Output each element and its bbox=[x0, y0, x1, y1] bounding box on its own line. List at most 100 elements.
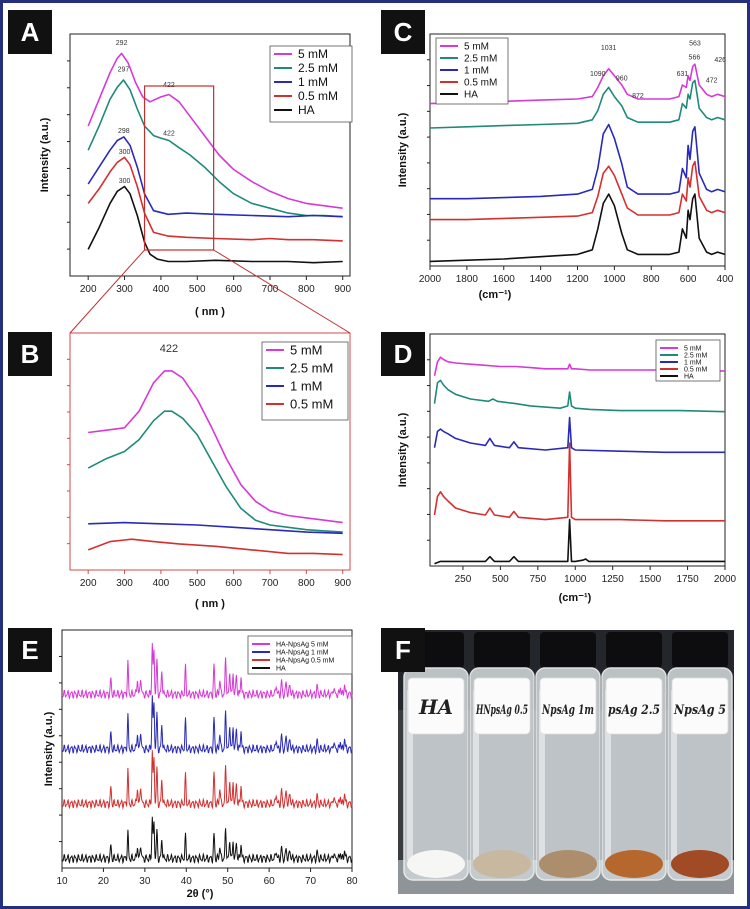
legend-label-c: 5 mM bbox=[464, 42, 489, 53]
series-line-a-1-mm bbox=[87, 136, 343, 218]
legend-label-a: HA bbox=[298, 103, 315, 117]
legend-label-d: HA bbox=[684, 373, 694, 380]
x-tick-label-a: 500 bbox=[189, 284, 206, 295]
series-line-b-5-mm bbox=[88, 370, 343, 524]
x-tick-label-b: 600 bbox=[225, 578, 242, 589]
x-tick-label-c: 1400 bbox=[530, 274, 553, 285]
x-tick-label-b: 900 bbox=[334, 578, 351, 589]
y-axis-title-d: Intensity (a.u.) bbox=[397, 412, 409, 487]
series-line-c-ha bbox=[429, 193, 726, 263]
vial-powder bbox=[539, 850, 597, 878]
x-axis-title-b: ( nm ) bbox=[195, 598, 225, 610]
legend-label-e: HA-NpsAg 0.5 mM bbox=[276, 657, 335, 664]
x-tick-label-e: 20 bbox=[98, 876, 110, 887]
peak-annotation-a: 300 bbox=[119, 178, 131, 185]
x-tick-label-c: 1600 bbox=[493, 274, 516, 285]
vial-cap bbox=[474, 632, 530, 668]
series-line-d-0-5-mm bbox=[433, 442, 725, 522]
legend-label-d: 5 mM bbox=[684, 345, 702, 352]
panel-label-b: B bbox=[8, 332, 52, 376]
x-tick-label-a: 800 bbox=[298, 284, 315, 295]
x-tick-label-c: 1200 bbox=[566, 274, 589, 285]
panel-label-c: C bbox=[381, 10, 425, 54]
legend-label-c: HA bbox=[464, 90, 478, 101]
series-line-a-ha bbox=[87, 185, 343, 264]
x-tick-label-e: 80 bbox=[346, 876, 358, 887]
x-tick-label-e: 30 bbox=[139, 876, 151, 887]
x-tick-label-d: 750 bbox=[529, 574, 546, 585]
legend-label-d: 1 mM bbox=[684, 359, 702, 366]
x-tick-label-b: 400 bbox=[153, 578, 170, 589]
series-line-c-5-mm bbox=[429, 63, 726, 105]
legend-label-a: 2.5 mM bbox=[298, 61, 338, 75]
vial-powder bbox=[671, 850, 729, 878]
series-line-d-2-5-mm bbox=[433, 379, 726, 413]
x-tick-label-a: 400 bbox=[153, 284, 170, 295]
x-axis-title-d: (cm⁻¹) bbox=[559, 592, 592, 604]
zoom-connector-left bbox=[69, 249, 145, 334]
panel-label-d: D bbox=[381, 332, 425, 376]
x-tick-label-e: 40 bbox=[181, 876, 193, 887]
panel-label-e: E bbox=[8, 628, 52, 672]
vial-label-text: NpsAg 5 bbox=[673, 703, 726, 718]
legend-label-c: 0.5 mM bbox=[464, 78, 497, 89]
x-tick-label-d: 1500 bbox=[639, 574, 662, 585]
x-axis-title-e: 2θ (°) bbox=[187, 888, 214, 900]
peak-annotation-c: 426 bbox=[714, 57, 726, 64]
peak-annotation-a: 292 bbox=[116, 40, 128, 47]
peak-annotation-a: 422 bbox=[163, 131, 175, 138]
peak-annotation-c: 960 bbox=[616, 75, 628, 82]
zoom-region-box bbox=[143, 85, 215, 251]
vial-cap bbox=[540, 632, 596, 668]
vial-cap bbox=[672, 632, 728, 668]
legend-label-e: HA-NpsAg 1 mM bbox=[276, 649, 329, 656]
legend-label-c: 1 mM bbox=[464, 66, 489, 77]
series-line-a-5-mm bbox=[87, 52, 343, 209]
x-tick-label-a: 600 bbox=[225, 284, 242, 295]
legend-label-e: HA-NpsAg 5 mM bbox=[276, 641, 329, 648]
vial-powder bbox=[407, 850, 465, 878]
peak-annotation-a: 298 bbox=[118, 128, 130, 135]
x-tick-label-c: 2000 bbox=[419, 274, 442, 285]
series-line-c-1-mm bbox=[430, 123, 726, 200]
x-tick-label-d: 500 bbox=[492, 574, 509, 585]
peak-annotation-b: 422 bbox=[160, 343, 178, 355]
legend-label-d: 2.5 mM bbox=[684, 352, 708, 359]
peak-annotation-a: 300 bbox=[119, 149, 131, 156]
x-tick-label-a: 700 bbox=[262, 284, 279, 295]
vial-label bbox=[473, 677, 531, 735]
peak-annotation-c: 1090 bbox=[590, 71, 606, 78]
legend-label-c: 2.5 mM bbox=[464, 54, 497, 65]
vial-label bbox=[407, 677, 465, 735]
vial-label-text: HA bbox=[418, 695, 453, 719]
legend-label-a: 1 mM bbox=[298, 75, 328, 89]
vial-cap bbox=[606, 632, 662, 668]
legend-box-b bbox=[261, 341, 349, 421]
vial-highlight bbox=[407, 690, 413, 860]
vial-label-text: psAg 2.5 bbox=[608, 703, 660, 718]
peak-annotation-c: 563 bbox=[689, 41, 701, 48]
panel-label-f: F bbox=[381, 628, 425, 672]
legend-label-b: 1 mM bbox=[290, 379, 323, 394]
x-tick-label-d: 2000 bbox=[714, 574, 737, 585]
peak-annotation-c: 566 bbox=[689, 55, 701, 62]
x-tick-label-e: 10 bbox=[56, 876, 68, 887]
vial-label bbox=[539, 677, 597, 735]
series-line-c-0-5-mm bbox=[430, 160, 726, 221]
x-tick-label-d: 1750 bbox=[676, 574, 699, 585]
x-tick-label-c: 1000 bbox=[603, 274, 626, 285]
vial-highlight bbox=[539, 690, 545, 860]
x-axis-title-c: (cm⁻¹) bbox=[479, 289, 512, 301]
vial-powder bbox=[605, 850, 663, 878]
x-tick-label-e: 60 bbox=[264, 876, 276, 887]
x-tick-label-d: 250 bbox=[455, 574, 472, 585]
legend-label-b: 0.5 mM bbox=[290, 397, 333, 412]
peak-annotation-a: 297 bbox=[118, 67, 130, 74]
x-tick-label-a: 900 bbox=[334, 284, 351, 295]
peak-annotation-c: 872 bbox=[632, 93, 644, 100]
x-tick-label-e: 70 bbox=[305, 876, 317, 887]
legend-label-b: 5 mM bbox=[290, 343, 323, 358]
legend-label-a: 0.5 mM bbox=[298, 89, 338, 103]
series-line-e-ha-npsag-5-mm bbox=[61, 642, 353, 701]
series-line-d-ha bbox=[434, 518, 725, 565]
